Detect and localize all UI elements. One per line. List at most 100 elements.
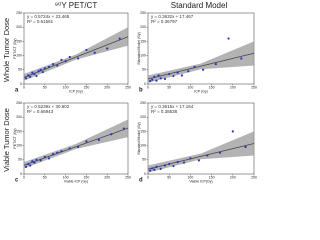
x-axis-label: Viable ICP (Gy) (64, 179, 88, 183)
panel-letter: b (139, 88, 143, 94)
y-tick-label: 150 (16, 129, 22, 133)
point (214, 63, 217, 66)
panel-letter: a (15, 88, 19, 94)
y-tick-label: 100 (140, 54, 146, 58)
point (37, 70, 40, 73)
point (182, 161, 186, 164)
equation: R² = 0.61561 (27, 19, 54, 24)
y-tick-label: 150 (140, 129, 146, 133)
point (39, 68, 42, 71)
point (206, 154, 209, 157)
point (168, 162, 171, 166)
x-tick-label: 0 (23, 85, 25, 89)
point (76, 145, 80, 149)
point (31, 71, 34, 74)
point (110, 133, 113, 136)
point (24, 165, 28, 168)
point (27, 74, 30, 77)
point (68, 147, 71, 150)
point (176, 160, 179, 164)
y-tick-label: 0 (144, 82, 146, 86)
point (85, 48, 88, 52)
x-tick-label: 150 (83, 85, 89, 89)
y-tick-label: 100 (16, 54, 22, 58)
point (149, 80, 152, 83)
y-tick-label: 200 (16, 115, 22, 119)
row-title: Viable Tumor Dose (2, 108, 11, 172)
point (151, 167, 154, 170)
y-tick-label: 0 (144, 172, 146, 176)
point (43, 67, 46, 70)
y-tick-label: 50 (18, 158, 22, 162)
point (168, 72, 171, 76)
point (118, 37, 121, 40)
point (155, 165, 158, 168)
x-tick-label: 150 (209, 85, 215, 89)
x-tick-label: 50 (43, 85, 47, 89)
x-tick-label: 0 (147, 85, 149, 89)
column-title: ⁹⁰Y PET/CT (55, 1, 98, 10)
point (172, 164, 175, 168)
point (244, 145, 247, 149)
point (227, 37, 230, 40)
fit-line (147, 52, 255, 80)
point (163, 77, 167, 80)
point (27, 162, 30, 166)
y-tick-label: 200 (140, 25, 146, 29)
point (202, 68, 205, 71)
x-tick-label: 50 (167, 85, 171, 89)
point (56, 64, 59, 67)
point (60, 150, 63, 153)
y-tick-label: 200 (140, 115, 146, 119)
equation: R² = 0.66943 (27, 109, 54, 114)
point (76, 57, 80, 60)
point (180, 74, 184, 77)
point (64, 60, 67, 63)
point (159, 77, 162, 80)
point (39, 159, 42, 162)
point (85, 140, 88, 143)
point (68, 55, 71, 59)
x-tick-label: 250 (251, 175, 257, 179)
y-tick-label: 50 (142, 68, 146, 72)
y-tick-label: 0 (20, 82, 22, 86)
x-tick-label: 100 (63, 85, 69, 89)
y-tick-label: 150 (16, 39, 22, 43)
point (52, 153, 55, 156)
y-axis-label: Standard Model (Gy) (137, 32, 141, 65)
column-title: Standard Model (171, 1, 228, 10)
x-tick-label: 150 (209, 175, 215, 179)
point (159, 167, 162, 170)
confidence-band (148, 131, 254, 173)
x-tick-label: 0 (147, 175, 149, 179)
point (56, 151, 59, 154)
x-tick-label: 200 (230, 175, 236, 179)
point (31, 160, 34, 163)
point (24, 77, 28, 80)
point (193, 65, 196, 69)
x-tick-label: 50 (43, 175, 47, 179)
point (240, 57, 243, 60)
point (97, 138, 100, 142)
x-tick-label: 250 (125, 85, 131, 89)
point (47, 65, 51, 69)
figure: ⁹⁰Y PET/CT Standard Model Whole Tumor Do… (2, 1, 257, 184)
x-tick-label: 100 (187, 85, 193, 89)
panel-letter: d (139, 178, 143, 184)
x-tick-label: 200 (230, 85, 236, 89)
x-tick-label: 200 (104, 175, 110, 179)
x-tick-label: 250 (251, 85, 257, 89)
x-tick-label: 200 (104, 85, 110, 89)
y-tick-label: 100 (16, 144, 22, 148)
point (155, 79, 158, 82)
y-tick-label: 250 (16, 11, 22, 15)
point (151, 78, 154, 81)
y-tick-label: 250 (140, 101, 146, 105)
point (157, 74, 160, 77)
panel-letter: c (15, 178, 19, 184)
point (35, 74, 38, 78)
point (106, 47, 109, 50)
y-tick-label: 50 (18, 68, 22, 72)
point (153, 168, 156, 171)
point (163, 164, 167, 167)
